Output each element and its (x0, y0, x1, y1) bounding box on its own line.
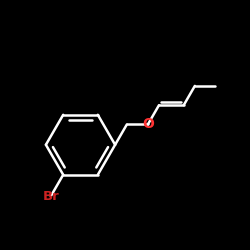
Text: O: O (142, 118, 154, 132)
Text: Br: Br (42, 190, 59, 203)
